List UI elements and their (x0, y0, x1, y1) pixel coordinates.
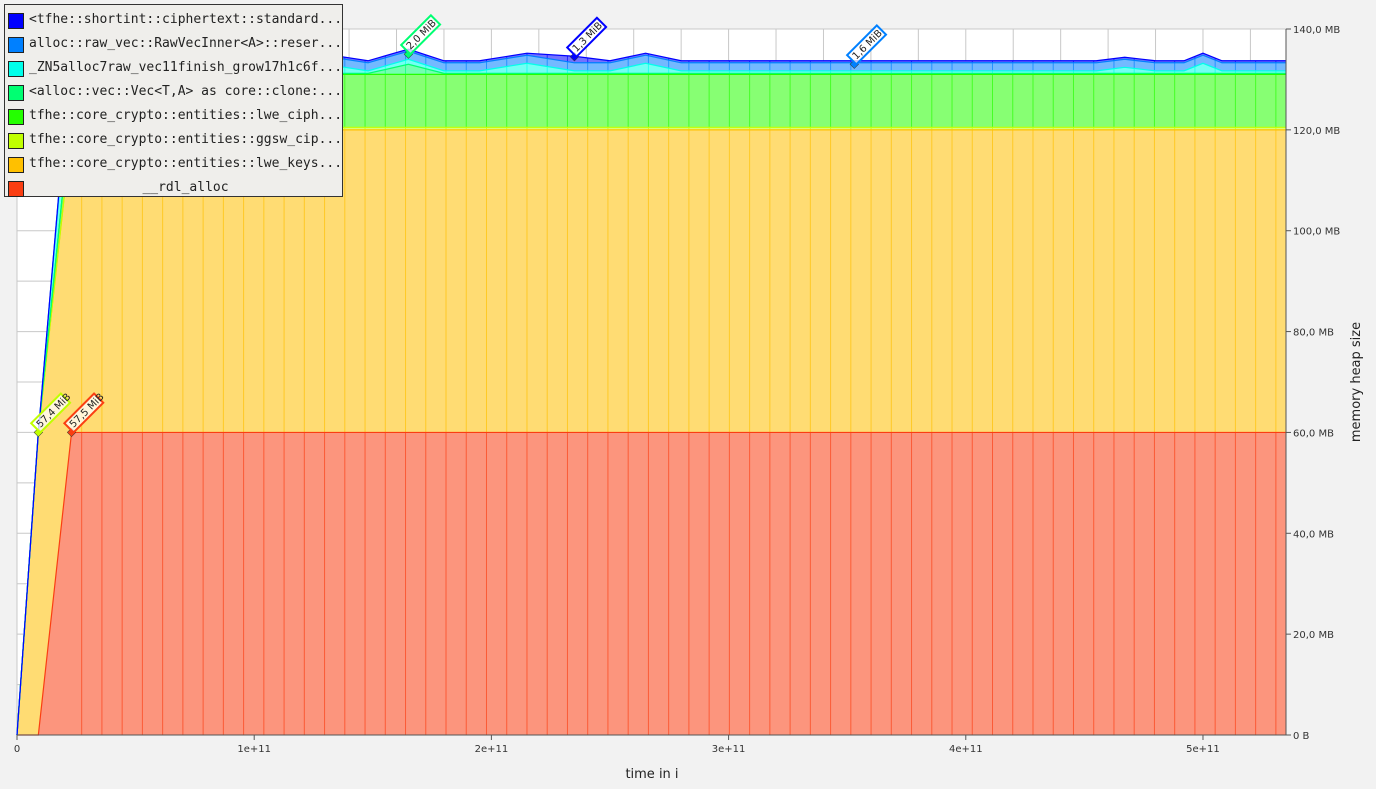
legend-swatch (8, 157, 24, 173)
axes (17, 29, 1287, 736)
series-area (17, 432, 1286, 735)
y-tick-label: 40,0 MB (1293, 529, 1334, 540)
series-line (17, 431, 1286, 736)
annotation-box (565, 16, 608, 59)
legend-swatch (8, 61, 24, 77)
legend-swatch (8, 109, 24, 125)
legend-item[interactable]: tfhe::core_crypto::entities::lwe_ciph... (5, 104, 344, 128)
x-tick-labels: 0 1e+11 2e+11 3e+11 4e+11 5e+11 (14, 735, 1220, 755)
legend-swatch (8, 13, 24, 29)
legend-label: alloc::raw_vec::RawVecInner<A>::reser... (29, 36, 342, 51)
legend-swatch (8, 85, 24, 101)
legend: <tfhe::shortint::ciphertext::standard...… (4, 4, 343, 197)
y-tick-label: 140,0 MB (1293, 25, 1340, 36)
legend-label: tfhe::core_crypto::entities::ggsw_cip... (29, 132, 342, 147)
x-tick-label: 1e+11 (237, 744, 271, 755)
x-axis-label: time in i (625, 767, 678, 782)
legend-label: __rdl_alloc (142, 180, 229, 195)
x-tick-label: 0 (14, 744, 20, 755)
legend-swatch (8, 37, 24, 53)
legend-item[interactable]: <tfhe::shortint::ciphertext::standard... (5, 8, 344, 32)
annotation-box (62, 392, 105, 434)
legend-label: <tfhe::shortint::ciphertext::standard... (29, 12, 342, 27)
legend-swatch (8, 133, 24, 149)
annotation-box (845, 23, 888, 66)
legend-item[interactable]: tfhe::core_crypto::entities::lwe_keys... (5, 152, 344, 176)
annotation-box (29, 392, 72, 434)
y-tick-label: 100,0 MB (1293, 227, 1340, 238)
y-tick-label: 20,0 MB (1293, 630, 1334, 641)
legend-item[interactable]: <alloc::vec::Vec<T,A> as core::clone:... (5, 80, 344, 104)
legend-label: _ZN5alloc7raw_vec11finish_grow17h1c6f... (29, 60, 342, 75)
y-tick-label: 80,0 MB (1293, 328, 1334, 339)
legend-item[interactable]: __rdl_alloc (5, 176, 344, 200)
legend-item[interactable]: alloc::raw_vec::RawVecInner<A>::reser... (5, 32, 344, 56)
y-tick-label: 120,0 MB (1293, 126, 1340, 137)
legend-label: tfhe::core_crypto::entities::lwe_keys... (29, 156, 342, 171)
x-tick-label: 5e+11 (1186, 744, 1220, 755)
legend-item[interactable]: _ZN5alloc7raw_vec11finish_grow17h1c6f... (5, 56, 344, 80)
legend-label: <alloc::vec::Vec<T,A> as core::clone:... (29, 84, 342, 99)
y-tick-label: 0 B (1293, 731, 1310, 742)
legend-swatch (8, 181, 24, 197)
legend-label: tfhe::core_crypto::entities::lwe_ciph... (29, 108, 342, 123)
y-axis-label: memory heap size (1349, 322, 1364, 442)
legend-item[interactable]: tfhe::core_crypto::entities::ggsw_cip... (5, 128, 344, 152)
y-tick-label: 60,0 MB (1293, 428, 1334, 439)
x-tick-label: 3e+11 (712, 744, 746, 755)
annotation-box (399, 13, 442, 56)
x-tick-label: 2e+11 (475, 744, 509, 755)
x-tick-label: 4e+11 (949, 744, 983, 755)
y-tick-labels: 0 B 20,0 MB 40,0 MB 60,0 MB 80,0 MB 100,0 MB 1… (1286, 25, 1340, 742)
